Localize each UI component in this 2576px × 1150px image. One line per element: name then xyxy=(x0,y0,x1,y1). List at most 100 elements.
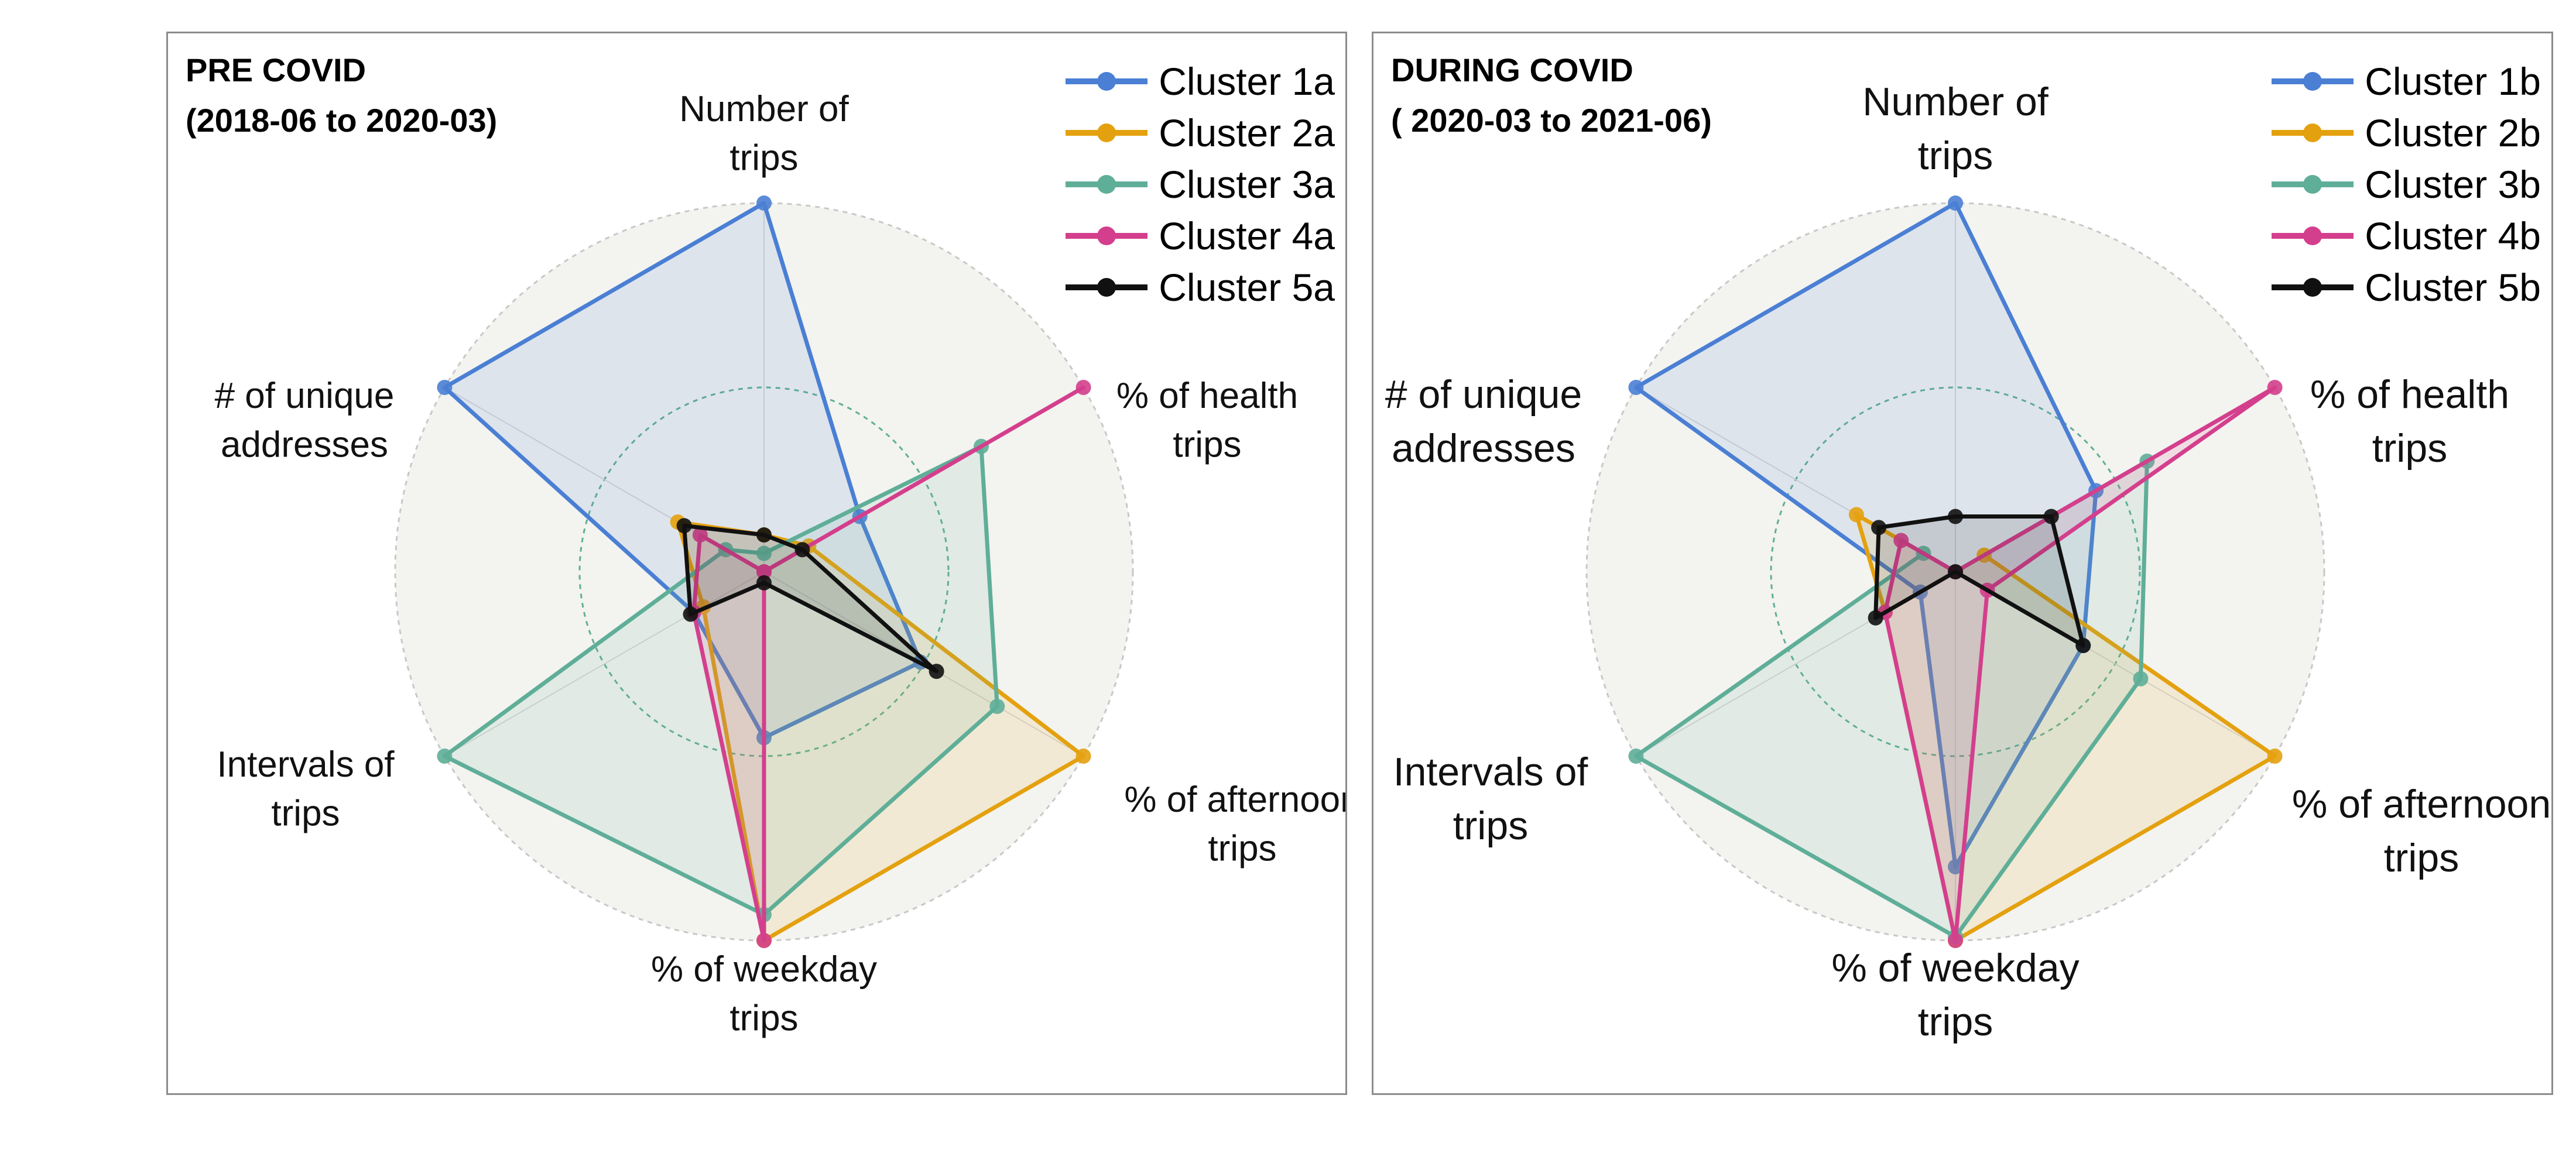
chart-title-line-2: ( 2020-03 to 2021-06) xyxy=(1391,102,1712,139)
data-point xyxy=(1075,749,1091,764)
axis-label: % of afternoon trips xyxy=(2292,782,2551,880)
axis-label-line: trips xyxy=(2372,426,2447,471)
axis-label-line: trips xyxy=(1453,804,1528,848)
axis-label-line: # of unique xyxy=(215,376,395,416)
axis-label-line: % of weekday xyxy=(1831,946,2079,990)
data-point xyxy=(1893,533,1909,548)
chart-title-line-2: (2018-06 to 2020-03) xyxy=(186,102,498,139)
legend-item: Cluster 2a xyxy=(1063,107,1335,159)
legend-swatch xyxy=(1066,175,1148,194)
grid-circle xyxy=(1770,386,2141,757)
data-point xyxy=(1948,859,1963,874)
data-point xyxy=(1075,380,1091,395)
data-point xyxy=(1628,749,1644,764)
axis-label: Number of trips xyxy=(1862,80,2049,178)
legend-marker xyxy=(1097,278,1116,297)
axis-spoke xyxy=(444,571,765,757)
legend-item: Cluster 3b xyxy=(2269,159,2541,210)
legend-item: Cluster 4a xyxy=(1063,210,1335,262)
legend-marker xyxy=(1097,226,1116,245)
legend-marker xyxy=(1097,72,1116,91)
axis-label: % of weekday trips xyxy=(1831,946,2079,1044)
data-point xyxy=(756,564,772,579)
data-point xyxy=(929,664,944,679)
axis-label-line: trips xyxy=(1173,425,1241,465)
legend-item: Cluster 5a xyxy=(1063,262,1335,313)
legend-label: Cluster 2b xyxy=(2365,111,2541,155)
axis-label-line: trips xyxy=(729,998,798,1039)
data-point xyxy=(756,545,772,561)
data-point xyxy=(2267,380,2283,395)
legend-item: Cluster 4b xyxy=(2269,210,2541,262)
pre-covid-chart-panel: PRE COVID (2018-06 to 2020-03) Number of… xyxy=(166,32,1347,1095)
legend-label: Cluster 5b xyxy=(2365,266,2541,309)
axis-label-line: addresses xyxy=(1392,426,1575,471)
axis-label-line: % of weekday xyxy=(651,949,877,990)
axis-label: # of unique addresses xyxy=(215,376,395,465)
pre-covid-radar-chart: Number of trips % of health trips % of after… xyxy=(215,89,1345,1039)
axis-label-line: addresses xyxy=(221,425,388,465)
data-point xyxy=(1868,610,1883,626)
legend-swatch xyxy=(1066,278,1148,297)
axis-label-line: % of afternoon xyxy=(2292,782,2551,826)
legend-label: Cluster 1b xyxy=(2365,60,2541,103)
axis-label-line: trips xyxy=(729,138,798,178)
legend-swatch xyxy=(1066,226,1148,245)
legend-marker xyxy=(2303,175,2322,194)
series-cluster-5b xyxy=(1868,509,2091,653)
legend-item: Cluster 1a xyxy=(1063,56,1335,107)
legend-label: Cluster 5a xyxy=(1159,266,1335,309)
legend-label: Cluster 3b xyxy=(2365,163,2541,206)
chart-title-line-1: DURING COVID xyxy=(1391,52,1633,88)
legend-label: Cluster 2a xyxy=(1159,111,1335,155)
legend-label: Cluster 4a xyxy=(1159,214,1335,258)
legend-swatch xyxy=(2272,278,2354,297)
legend-swatch xyxy=(1066,72,1148,91)
data-point xyxy=(2075,638,2091,653)
legend-swatch xyxy=(2272,226,2354,245)
data-point xyxy=(2133,671,2149,686)
axis-label-line: # of unique xyxy=(1385,372,1582,417)
legend-swatch xyxy=(2272,175,2354,194)
axis-label-line: trips xyxy=(271,794,340,834)
axis-label-line: trips xyxy=(1918,1000,1993,1044)
data-point xyxy=(756,575,772,591)
axis-label: % of health trips xyxy=(1116,376,1298,465)
legend-marker xyxy=(2303,123,2322,142)
legend-marker xyxy=(1097,123,1116,142)
legend-swatch xyxy=(2272,123,2354,142)
axis-label: % of afternoon trips xyxy=(1124,780,1345,869)
data-point xyxy=(756,933,772,948)
data-point xyxy=(1948,564,1963,579)
axis-label-line: % of health xyxy=(2310,372,2509,417)
during-covid-radar-chart: Number of trips% of health trips% of after… xyxy=(1385,80,2551,1044)
data-point xyxy=(1948,933,1963,948)
data-point xyxy=(437,749,453,764)
data-point xyxy=(437,380,453,395)
data-point xyxy=(692,527,708,543)
axis-label-line: trips xyxy=(2384,836,2459,880)
data-point xyxy=(989,698,1005,714)
legend-label: Cluster 1a xyxy=(1159,60,1335,103)
data-point xyxy=(2267,749,2283,764)
data-point xyxy=(2043,509,2059,524)
axis-label-line: Number of xyxy=(1862,80,2049,124)
axis-label-line: % of afternoon xyxy=(1124,780,1345,820)
axis-label-line: Number of xyxy=(679,89,849,129)
legend: Cluster 1b Cluster 2b Cluster 3b Cluster 4b… xyxy=(2269,56,2541,313)
chart-title-line-1: PRE COVID xyxy=(186,52,366,88)
axis-label: Number of trips xyxy=(679,89,849,178)
axis-label: % of health trips xyxy=(2310,372,2509,471)
axis-label-line: Intervals of xyxy=(217,744,395,785)
axis-label-line: % of health xyxy=(1116,376,1298,416)
legend-item: Cluster 1b xyxy=(2269,56,2541,107)
axis-label: Intervals of trips xyxy=(1393,750,1588,848)
chart-title: PRE COVID (2018-06 to 2020-03) xyxy=(186,45,497,146)
data-point xyxy=(1871,520,1887,535)
data-point xyxy=(1948,195,1963,211)
axis-label: % of weekday trips xyxy=(651,949,877,1039)
legend-label: Cluster 4b xyxy=(2365,214,2541,258)
data-point xyxy=(676,518,692,534)
data-point xyxy=(756,527,772,543)
legend-label: Cluster 3a xyxy=(1159,163,1335,206)
